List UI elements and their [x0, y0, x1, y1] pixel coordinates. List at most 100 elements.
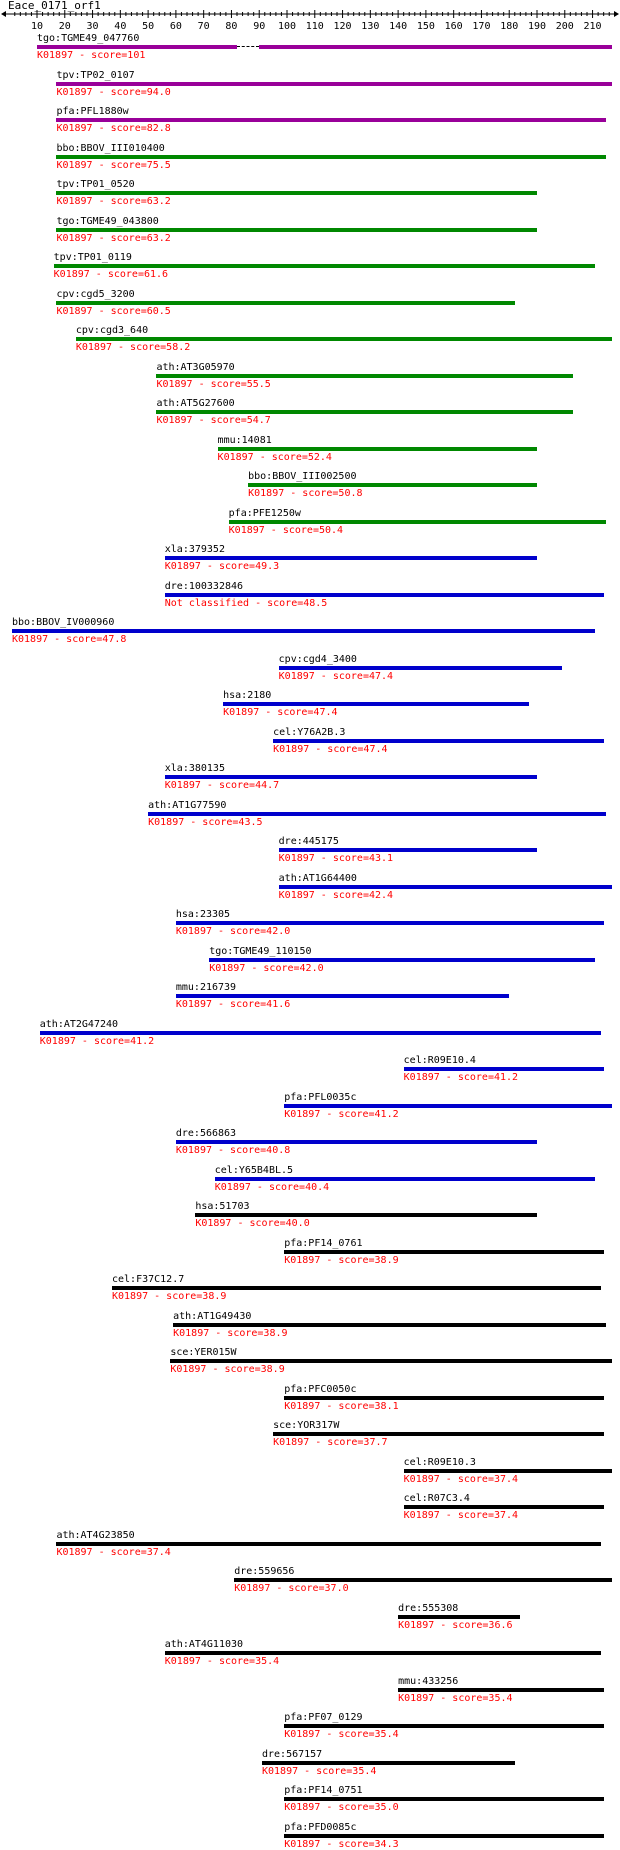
- hit-gene-link[interactable]: pfa:PFD0085c: [284, 1821, 357, 1833]
- alignment-bar[interactable]: [398, 1687, 604, 1692]
- hit-gene-link[interactable]: pfa:PF07_0129: [284, 1712, 363, 1723]
- hit-gene-link[interactable]: mmu:216739: [175, 982, 237, 993]
- alignment-bar[interactable]: [56, 300, 515, 305]
- alignment-bar[interactable]: [228, 519, 607, 524]
- alignment-bar[interactable]: [164, 775, 537, 779]
- alignment-bar[interactable]: [403, 1505, 604, 1509]
- alignment-bar[interactable]: [56, 227, 537, 232]
- hit-gene-link[interactable]: dre:445175: [278, 836, 339, 847]
- alignment-bar[interactable]: [278, 848, 537, 852]
- hit-gene-link[interactable]: cel:F37C12.7: [112, 1274, 185, 1285]
- alignment-bar[interactable]: [175, 1140, 537, 1144]
- hit-gene-link[interactable]: dre:567157: [262, 1748, 323, 1760]
- alignment-bar[interactable]: [53, 264, 596, 268]
- hit-gene-link[interactable]: ath:AT1G64400: [278, 872, 357, 884]
- hit-gene-link[interactable]: dre:100332846: [164, 580, 244, 592]
- hit-gene-link[interactable]: dre:566863: [175, 1128, 237, 1139]
- hit-gene-link[interactable]: pfa:PF14_0761: [284, 1237, 363, 1249]
- alignment-bar[interactable]: [175, 921, 604, 925]
- hit-gene-link[interactable]: pfa:PFC0050c: [284, 1383, 357, 1395]
- hit-gene-link[interactable]: hsa:23305: [175, 909, 231, 920]
- alignment-bar[interactable]: [284, 1833, 604, 1838]
- alignment-bar[interactable]: [284, 1395, 604, 1400]
- alignment-bar[interactable]: [56, 118, 607, 122]
- alignment-bar[interactable]: [284, 1249, 604, 1254]
- hit-gene-link[interactable]: cpv:cgd5_3200: [56, 288, 135, 300]
- alignment-bar[interactable]: [56, 154, 607, 159]
- alignment-bar[interactable]: [403, 1468, 612, 1473]
- hit-gene-link[interactable]: ath:AT5G27600: [156, 398, 235, 409]
- alignment-bar[interactable]: [12, 629, 596, 633]
- hit-gene-link[interactable]: ath:AT1G49430: [173, 1310, 252, 1322]
- hit-gene-link[interactable]: pfa:PFL1880w: [56, 106, 129, 117]
- alignment-bar[interactable]: [273, 1432, 604, 1436]
- hit-gene-link[interactable]: ath:AT4G23850: [56, 1529, 135, 1541]
- hit-gene-link[interactable]: cel:Y65B4BL.5: [214, 1164, 294, 1176]
- hit-gene-link[interactable]: xla:380135: [164, 763, 225, 774]
- hit-gene-link[interactable]: tpv:TP02_0107: [56, 69, 135, 81]
- hit-gene-link[interactable]: bbo:BBOV_III010400: [56, 142, 165, 154]
- hit-gene-link[interactable]: cel:R09E10.4: [403, 1055, 476, 1066]
- alignment-bar[interactable]: [175, 994, 510, 998]
- alignment-bar[interactable]: [278, 884, 612, 889]
- hit-gene-link[interactable]: tgo:TGME49_110150: [209, 945, 312, 957]
- hit-gene-link[interactable]: pfa:PFE1250w: [228, 507, 301, 519]
- hit-gene-link[interactable]: cel:R07C3.4: [403, 1493, 470, 1504]
- hit-gene-link[interactable]: tpv:TP01_0520: [56, 179, 135, 190]
- hit-gene-link[interactable]: mmu:14081: [217, 434, 272, 446]
- alignment-bar[interactable]: [164, 556, 537, 560]
- hit-gene-link[interactable]: xla:379352: [164, 544, 225, 555]
- alignment-bar[interactable]: [56, 81, 612, 86]
- hit-gene-link[interactable]: hsa:51703: [195, 1201, 250, 1212]
- alignment-bar[interactable]: [56, 1541, 601, 1546]
- hit-gene-link[interactable]: bbo:BBOV_III002500: [248, 471, 357, 482]
- hit-gene-link[interactable]: ath:AT3G05970: [156, 361, 235, 373]
- hit-gene-link[interactable]: tgo:TGME49_047760: [37, 33, 140, 44]
- hit-gene-link[interactable]: cpv:cgd4_3400: [278, 653, 357, 665]
- hit-gene-link[interactable]: sce:YER015W: [170, 1347, 237, 1358]
- alignment-bar[interactable]: [398, 1614, 521, 1619]
- alignment-bar[interactable]: [223, 702, 529, 706]
- alignment-bar[interactable]: [403, 1067, 604, 1071]
- alignment-bar[interactable]: [156, 410, 574, 414]
- alignment-bar[interactable]: [234, 1578, 612, 1582]
- hit-gene-link[interactable]: tpv:TP01_0119: [53, 252, 132, 263]
- alignment-bar[interactable]: [148, 811, 607, 816]
- alignment-bar[interactable]: [248, 483, 537, 487]
- alignment-bar[interactable]: [164, 1651, 601, 1655]
- alignment-bar[interactable]: [273, 738, 604, 743]
- alignment-bar[interactable]: [164, 592, 604, 597]
- alignment-bar[interactable]: [278, 665, 562, 670]
- hit-gene-link[interactable]: ath:AT4G11030: [164, 1639, 244, 1650]
- hit-gene-link[interactable]: ath:AT2G47240: [39, 1018, 119, 1030]
- alignment-bar[interactable]: [170, 1359, 612, 1363]
- alignment-bar[interactable]: [284, 1103, 612, 1108]
- hit-gene-link[interactable]: cpv:cgd3_640: [75, 325, 149, 336]
- hit-gene-link[interactable]: pfa:PF14_0751: [284, 1785, 363, 1796]
- alignment-bar[interactable]: [56, 191, 537, 195]
- alignment-bar[interactable]: [173, 1322, 607, 1327]
- hit-gene-link[interactable]: hsa:2180: [223, 690, 272, 701]
- hit-gene-link[interactable]: ath:AT1G77590: [148, 799, 227, 811]
- alignment-bar[interactable]: [156, 373, 574, 378]
- alignment-bar[interactable]: [217, 446, 537, 451]
- alignment-bar[interactable]: [284, 1724, 604, 1728]
- hit-gene-link[interactable]: cel:R09E10.3: [403, 1456, 476, 1468]
- hit-gene-link[interactable]: sce:YOR317W: [273, 1420, 340, 1431]
- alignment-bar[interactable]: [195, 1213, 537, 1217]
- hit-gene-link[interactable]: tgo:TGME49_043800: [56, 215, 159, 227]
- alignment-bar[interactable]: [39, 1030, 601, 1035]
- hit-gene-link[interactable]: mmu:433256: [398, 1675, 459, 1687]
- alignment-bar[interactable]: [284, 1797, 604, 1801]
- hit-gene-link[interactable]: pfa:PFL0035c: [284, 1091, 357, 1103]
- alignment-bar[interactable]: [75, 337, 612, 341]
- alignment-bar[interactable]: [209, 957, 596, 962]
- hit-gene-link[interactable]: dre:559656: [234, 1566, 295, 1577]
- alignment-bar[interactable]: [214, 1176, 596, 1181]
- alignment-bar[interactable]: [112, 1286, 601, 1290]
- hit-gene-link[interactable]: cel:Y76A2B.3: [273, 726, 346, 738]
- hit-gene-link[interactable]: dre:555308: [398, 1602, 459, 1614]
- hit-gene-link[interactable]: bbo:BBOV_IV000960: [12, 617, 115, 628]
- alignment-bar[interactable]: [262, 1760, 515, 1765]
